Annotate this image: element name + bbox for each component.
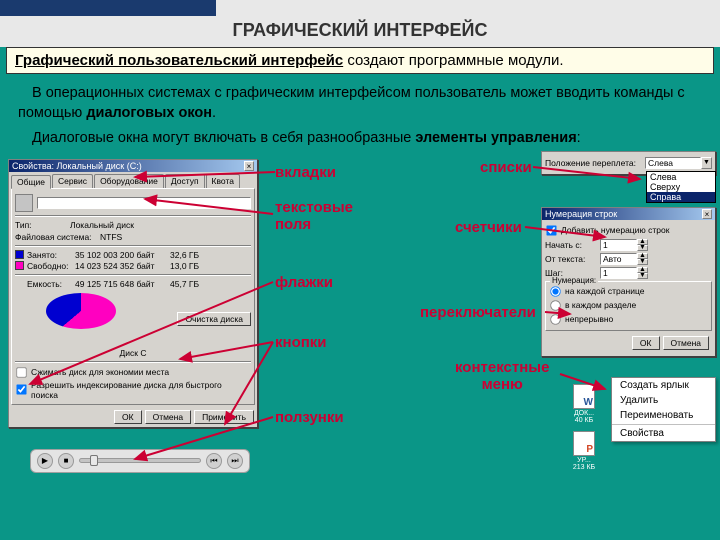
seek-slider[interactable] [79, 458, 201, 463]
illustration-stage: вкладки текстовые поля флажки кнопки пол… [0, 159, 720, 489]
drive-name-input[interactable] [37, 197, 251, 209]
radio-each-section[interactable]: в каждом разделе [549, 299, 708, 312]
compress-checkbox[interactable]: Сжимать диск для экономии места [15, 366, 251, 379]
numbering-dialog: Нумерация строк× Добавить нумерацию стро… [541, 207, 716, 357]
cancel-button[interactable]: Отмена [145, 410, 192, 424]
file-icons: УР...213 КБ [568, 431, 600, 471]
label-spinners: счетчики [455, 219, 522, 236]
index-checkbox[interactable]: Разрешить индексирование диска для быстр… [15, 380, 251, 400]
ctx-delete[interactable]: Удалить [612, 393, 715, 408]
used-swatch [15, 250, 24, 259]
chevron-down-icon[interactable]: ▼ [701, 157, 712, 169]
free-swatch [15, 261, 24, 270]
body-text: В операционных системах с графическим ин… [0, 80, 720, 159]
subtitle-term: Графический пользовательский интерфейс [15, 52, 343, 69]
label-context: контекстные меню [455, 359, 549, 393]
tab-quota[interactable]: Квота [206, 174, 240, 188]
apply-button[interactable]: Применить [194, 410, 254, 424]
numbering-mode-group: Нумерация: на каждой странице в каждом р… [545, 281, 712, 331]
dialog-titlebar: Нумерация строк× [542, 208, 715, 220]
ok-button[interactable]: ОК [632, 336, 660, 350]
label-radios: переключатели [420, 304, 536, 321]
tab-service[interactable]: Сервис [52, 174, 93, 188]
subtitle-rest: создают программные модули. [343, 52, 563, 69]
ctx-rename[interactable]: Переименовать [612, 408, 715, 423]
tab-share[interactable]: Доступ [165, 174, 205, 188]
label-buttons: кнопки [275, 334, 327, 351]
ctx-properties[interactable]: Свойства [612, 426, 715, 441]
prev-button[interactable]: ⏮ [206, 453, 222, 469]
file-word[interactable]: ДОК...40 КБ [568, 384, 600, 424]
label-sliders: ползунки [275, 409, 344, 426]
properties-dialog: Свойства: Локальный диск (C:) × Общие Се… [8, 159, 258, 428]
label-lists: списки [480, 159, 532, 176]
disk-cleanup-button[interactable]: Очистка диска [177, 312, 251, 326]
close-icon[interactable]: × [702, 209, 712, 219]
dialog-titlebar: Свойства: Локальный диск (C:) × [9, 160, 257, 172]
ok-button[interactable]: ОК [114, 410, 142, 424]
close-icon[interactable]: × [244, 161, 254, 171]
file-icons: ДОК...40 КБ [568, 384, 600, 424]
cancel-button[interactable]: Отмена [663, 336, 710, 350]
media-player-bar: ▶ ■ ⏮ ⏭ [30, 449, 250, 473]
tab-strip: Общие Сервис Оборудование Доступ Квота [9, 172, 257, 188]
tab-hardware[interactable]: Оборудование [94, 174, 164, 188]
play-button[interactable]: ▶ [37, 453, 53, 469]
subtitle-box: Графический пользовательский интерфейс с… [6, 47, 714, 74]
dropdown-list[interactable]: Слева Сверху Справа [646, 171, 716, 203]
context-menu[interactable]: Создать ярлык Удалить Переименовать Свой… [611, 377, 716, 442]
label-tabs: вкладки [275, 164, 336, 181]
label-checkboxes: флажки [275, 274, 333, 291]
drive-icon [15, 194, 33, 212]
dialog-panel: Тип:Локальный диск Файловая система:NTFS… [11, 188, 255, 405]
from-spinner[interactable]: Авто▲▼ [600, 253, 648, 265]
label-textfields: текстовые поля [275, 199, 353, 233]
start-spinner[interactable]: 1▲▼ [600, 239, 648, 251]
slider-thumb[interactable] [90, 455, 98, 466]
radio-each-page[interactable]: на каждой странице [549, 285, 708, 298]
disk-caption: Диск C [15, 348, 251, 358]
binding-combo[interactable]: Слева▼ [645, 157, 712, 169]
page-title: ГРАФИЧЕСКИЙ ИНТЕРФЕЙС [0, 16, 720, 47]
enable-numbering-checkbox[interactable]: Добавить нумерацию строк [545, 224, 712, 237]
file-ppt[interactable]: УР...213 КБ [568, 431, 600, 471]
step-spinner[interactable]: 1▲▼ [600, 267, 648, 279]
pie-chart [46, 293, 116, 345]
stop-button[interactable]: ■ [58, 453, 74, 469]
chevron-down-icon[interactable]: ▼ [637, 245, 648, 251]
header-accent [0, 0, 720, 16]
next-button[interactable]: ⏭ [227, 453, 243, 469]
radio-continuous[interactable]: непрерывно [549, 313, 708, 326]
ctx-create-shortcut[interactable]: Создать ярлык [612, 378, 715, 393]
tab-general[interactable]: Общие [11, 175, 51, 189]
